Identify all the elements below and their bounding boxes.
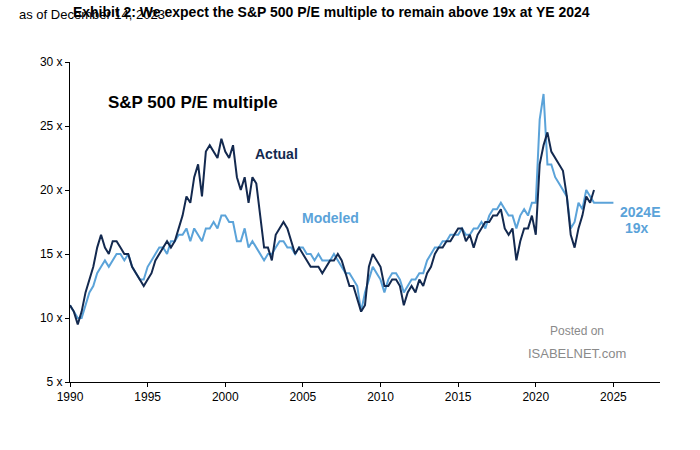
svg-text:2000: 2000: [212, 390, 239, 404]
svg-text:1995: 1995: [134, 390, 161, 404]
svg-text:2005: 2005: [290, 390, 317, 404]
svg-text:2020: 2020: [522, 390, 549, 404]
svg-text:S&P 500 P/E multiple: S&P 500 P/E multiple: [108, 93, 278, 112]
svg-text:Exhibit 2: We expect the S&P 5: Exhibit 2: We expect the S&P 500 P/E mul…: [73, 4, 590, 20]
svg-text:as of December 14, 2023: as of December 14, 2023: [19, 7, 165, 22]
svg-text:20 x: 20 x: [40, 183, 63, 197]
svg-text:2024E: 2024E: [620, 204, 660, 220]
svg-text:Source: Goldman Sachs Global I: Source: Goldman Sachs Global Investment …: [19, 448, 304, 450]
svg-text:10 x: 10 x: [40, 311, 63, 325]
svg-text:15 x: 15 x: [40, 247, 63, 261]
svg-text:2025: 2025: [600, 390, 627, 404]
svg-text:5 x: 5 x: [47, 375, 63, 389]
svg-text:ISABELNET.com: ISABELNET.com: [528, 346, 626, 361]
svg-text:2010: 2010: [367, 390, 394, 404]
svg-text:Modeled: Modeled: [302, 210, 359, 226]
svg-text:30 x: 30 x: [40, 55, 63, 69]
svg-text:Posted on: Posted on: [550, 324, 604, 338]
svg-text:1990: 1990: [57, 390, 84, 404]
svg-text:Actual: Actual: [255, 146, 298, 162]
svg-text:19x: 19x: [625, 220, 649, 236]
svg-text:2015: 2015: [445, 390, 472, 404]
svg-text:25 x: 25 x: [40, 119, 63, 133]
